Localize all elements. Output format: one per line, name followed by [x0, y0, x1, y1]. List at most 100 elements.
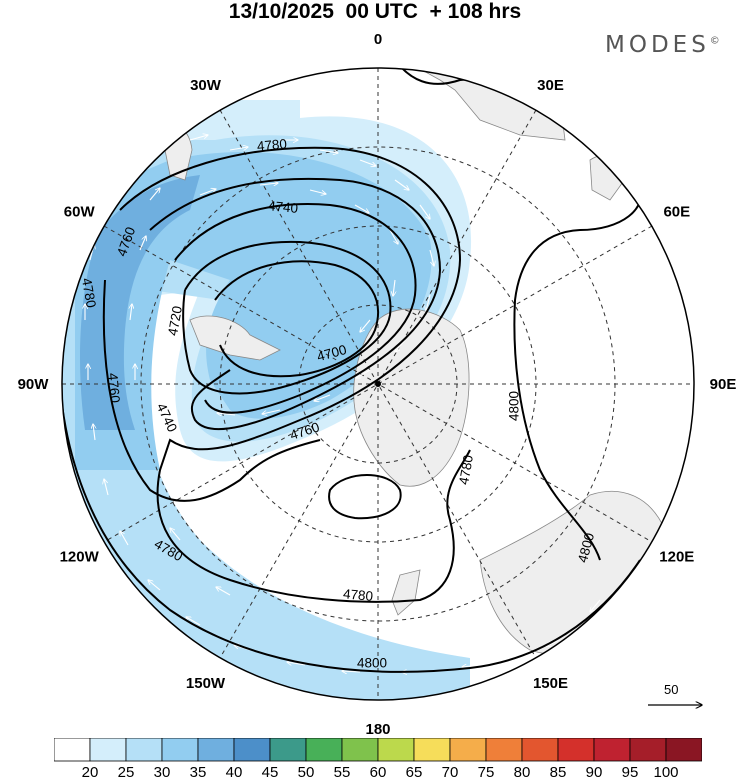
- colorbar-swatch: [665, 738, 702, 762]
- wind-arrow: [149, 144, 166, 151]
- wind-arrow: [393, 279, 395, 296]
- colorbar-swatch: [233, 738, 271, 762]
- colorbar-tick-label: 80: [513, 764, 531, 781]
- wind-arrow: [462, 665, 481, 667]
- colorbar-tick-label: 100: [653, 764, 679, 781]
- copyright-mark: ©: [709, 35, 720, 47]
- wind-arrow: [216, 587, 231, 596]
- land-new-zealand: [391, 569, 421, 616]
- colorbar: [54, 738, 702, 762]
- colorbar-tick-label: 20: [81, 764, 99, 781]
- longitude-label: 150W: [186, 675, 226, 692]
- contour-label: 4760: [105, 372, 123, 403]
- colorbar-swatch: [89, 738, 127, 762]
- wind-arrow: [139, 236, 146, 251]
- colorbar-tick-label: 85: [549, 764, 567, 781]
- land-africa: [393, 68, 566, 141]
- colorbar-tick-label: 90: [585, 764, 603, 781]
- wind-arrow: [189, 135, 208, 141]
- wind-arrow: [395, 339, 406, 352]
- wind-arrow: [199, 189, 216, 196]
- contour-label: 4740: [267, 198, 298, 216]
- colorbar-swatch: [54, 738, 91, 762]
- meridian: [219, 109, 537, 659]
- longitude-label: 0: [374, 31, 382, 48]
- wind-arrow: [259, 183, 278, 185]
- wind-arrow: [590, 599, 601, 612]
- colorbar-tick-label: 45: [261, 764, 279, 781]
- wind-arrow: [130, 304, 132, 321]
- wind-arrow: [287, 662, 306, 666]
- longitude-label: 90E: [710, 376, 737, 393]
- longitude-label: 30E: [537, 77, 564, 94]
- colorbar-tick-label: 30: [153, 764, 171, 781]
- land-australia: [479, 490, 669, 656]
- brand-logo: MODES©: [605, 32, 720, 58]
- brand-name: MODES: [605, 32, 710, 58]
- colorbar-swatch: [485, 738, 523, 762]
- map-content: [62, 68, 694, 700]
- colorbar-swatch: [377, 738, 415, 762]
- colorbar-tick-label: 70: [441, 764, 459, 781]
- wind-arrow: [262, 409, 281, 414]
- wind-arrow: [426, 294, 431, 311]
- wind-arrow: [166, 454, 171, 471]
- wind-arrow: [170, 528, 181, 541]
- colorbar-tick-labels: 20 25 30 35 40 45 50 55 60 65 70 75 80 85 90 95 100: [0, 764, 750, 782]
- wind-arrow: [394, 179, 409, 190]
- colorbar-tick-label: 40: [225, 764, 243, 781]
- contour-label: 4780: [342, 586, 373, 604]
- colorbar-tick-label: 50: [297, 764, 315, 781]
- wind-arrow: [354, 204, 369, 213]
- wind-arrow: [319, 149, 338, 153]
- land-antarctic-peninsula: [189, 315, 281, 361]
- wind-arrow: [359, 159, 376, 166]
- longitude-label: 150E: [533, 675, 568, 692]
- wind-arrow: [342, 671, 361, 672]
- height-contours: [62, 68, 643, 673]
- colorbar-swatch: [557, 738, 595, 762]
- longitude-label: 30W: [190, 77, 222, 94]
- colorbar-swatch: [305, 738, 343, 762]
- colorbar-swatch: [125, 738, 163, 762]
- contour-label: 4720: [165, 305, 185, 337]
- pole-marker: [375, 381, 381, 387]
- land-madagascar: [589, 154, 629, 201]
- contour-4760: [149, 177, 442, 431]
- longitude-label: 120E: [659, 549, 694, 566]
- contour-label: 4780: [456, 454, 476, 486]
- wind-arrow: [360, 319, 371, 332]
- colorbar-swatch: [341, 738, 379, 762]
- meridian: [103, 225, 653, 543]
- wind-arrow: [148, 580, 161, 591]
- colorbar-tick-label: 55: [333, 764, 351, 781]
- reference-vector-label: 50: [664, 682, 679, 697]
- contour-4800-outer: [62, 299, 641, 673]
- longitude-label: 90W: [18, 376, 50, 393]
- wind-arrow: [104, 479, 109, 496]
- contour-4800-east: [513, 74, 643, 561]
- contour-4700: [214, 260, 380, 378]
- colorbar-tick-label: 25: [117, 764, 135, 781]
- colorbar-tick-label: 35: [189, 764, 207, 781]
- meridian: [219, 109, 537, 659]
- wind-arrow: [389, 229, 398, 244]
- wind-arrow: [356, 369, 371, 378]
- wind-arrow: [229, 147, 248, 151]
- wind-arrow: [314, 394, 331, 401]
- wind-arrow: [149, 188, 160, 201]
- wind-arrow: [93, 424, 95, 441]
- colorbar-swatch: [269, 738, 307, 762]
- longitude-labels: 0 30E 60E 90E 120E 150E 180 150W 120W 90W 60W 30W: [18, 31, 737, 738]
- wind-band-30-35: [75, 151, 432, 470]
- wind-arrow: [120, 531, 129, 546]
- contour-4740: [174, 203, 417, 414]
- contour-label: 4800: [507, 391, 522, 421]
- colorbar-swatch: [197, 738, 235, 762]
- contour-label: 4800: [357, 656, 387, 671]
- contour-label: 4780: [256, 136, 287, 154]
- wind-arrow: [186, 617, 201, 626]
- longitude-label: 60W: [64, 204, 96, 221]
- colorbar-swatch: [521, 738, 559, 762]
- colorbar-tick-label: 60: [369, 764, 387, 781]
